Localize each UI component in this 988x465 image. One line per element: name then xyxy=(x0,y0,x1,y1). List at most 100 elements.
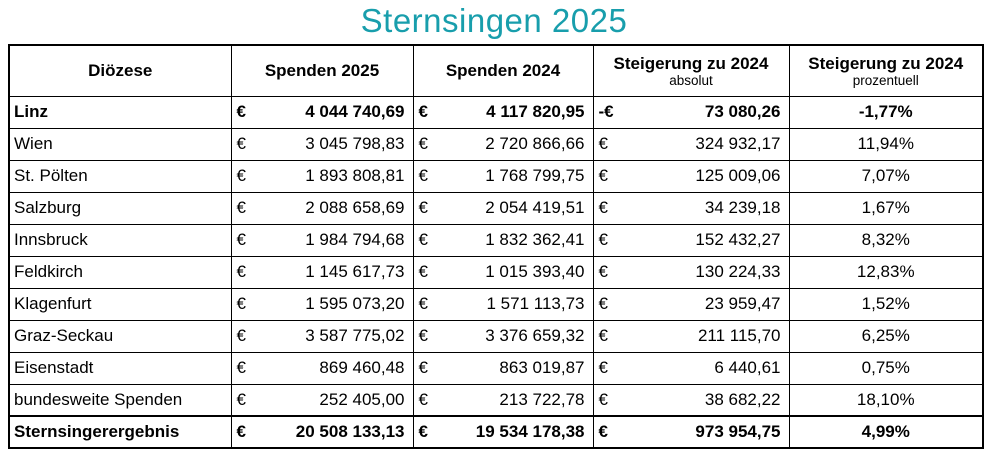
amount-value: 3 587 775,02 xyxy=(305,326,405,345)
table-row-eisenstadt: Eisenstadt €869 460,48 €863 019,87 €6 44… xyxy=(8,351,984,385)
amount-value: 6 440,61 xyxy=(714,358,781,377)
dioezese-cell: Sternsingerergebnis xyxy=(8,415,232,449)
spenden-2025-cell: €3 045 798,83 xyxy=(230,127,414,161)
steigerung-absolut-cell: €125 009,06 xyxy=(592,159,790,193)
currency-symbol: € xyxy=(418,230,428,249)
dioezese-cell: Linz xyxy=(8,95,232,129)
steigerung-prozentuell-cell: 12,83% xyxy=(788,255,984,289)
spenden-2025-cell: €1 893 808,81 xyxy=(230,159,414,193)
steigerung-absolut-cell: €130 224,33 xyxy=(592,255,790,289)
currency-symbol: € xyxy=(236,262,246,281)
currency-symbol: € xyxy=(418,294,428,313)
spenden-2025-cell: €1 145 617,73 xyxy=(230,255,414,289)
header-steigerung-prozentuell: Steigerung zu 2024 prozentuell xyxy=(788,44,984,97)
header-steigerung-absolut-main: Steigerung zu 2024 xyxy=(613,53,769,73)
spenden-2025-cell: €4 044 740,69 xyxy=(230,95,414,129)
spenden-2024-cell: €19 534 178,38 xyxy=(412,415,594,449)
header-dioezese: Diözese xyxy=(8,44,232,97)
amount-value: 19 534 178,38 xyxy=(475,422,585,441)
steigerung-prozentuell-cell: 6,25% xyxy=(788,319,984,353)
page-title: Sternsingen 2025 xyxy=(360,2,628,39)
spenden-2024-cell: €1 768 799,75 xyxy=(412,159,594,193)
spenden-2024-cell: €1 015 393,40 xyxy=(412,255,594,289)
header-spenden-2024: Spenden 2024 xyxy=(412,44,594,97)
currency-symbol: € xyxy=(598,166,608,185)
currency-symbol: € xyxy=(598,389,608,409)
dioezese-cell: Wien xyxy=(8,127,232,161)
amount-value: 2 720 866,66 xyxy=(485,134,585,153)
steigerung-absolut-cell: -€ 73 080,26 xyxy=(592,95,790,129)
dioezese-cell: Salzburg xyxy=(8,191,232,225)
amount-value: 863 019,87 xyxy=(499,358,585,377)
steigerung-absolut-cell: €38 682,22 xyxy=(592,383,790,417)
spenden-2025-cell: €1 595 073,20 xyxy=(230,287,414,321)
header-spenden-2025: Spenden 2025 xyxy=(230,44,414,97)
table-row-bundesweite-spenden: bundesweite Spenden €252 405,00 €213 722… xyxy=(8,383,984,417)
currency-symbol: € xyxy=(418,134,428,153)
dioezese-cell: Klagenfurt xyxy=(8,287,232,321)
steigerung-prozentuell-cell: -1,77% xyxy=(788,95,984,129)
currency-symbol: € xyxy=(418,389,428,409)
currency-symbol: € xyxy=(418,326,428,345)
amount-value: 4 117 820,95 xyxy=(486,102,585,121)
amount-value: 23 959,47 xyxy=(704,294,781,313)
amount-value: 130 224,33 xyxy=(695,262,781,281)
steigerung-absolut-cell: €211 115,70 xyxy=(592,319,790,353)
dioezese-cell: bundesweite Spenden xyxy=(8,383,232,417)
donations-table: Diözese Spenden 2025 Spenden 2024 Steige… xyxy=(8,44,984,449)
steigerung-absolut-cell: €973 954,75 xyxy=(592,415,790,449)
steigerung-absolut-cell: €324 932,17 xyxy=(592,127,790,161)
currency-symbol: -€ xyxy=(598,102,614,121)
currency-symbol: € xyxy=(418,102,428,121)
dioezese-cell: St. Pölten xyxy=(8,159,232,193)
steigerung-prozentuell-cell: 8,32% xyxy=(788,223,984,257)
amount-value: 20 508 133,13 xyxy=(295,422,405,441)
spenden-2024-cell: €1 571 113,73 xyxy=(412,287,594,321)
steigerung-prozentuell-cell: 11,94% xyxy=(788,127,984,161)
steigerung-prozentuell-cell: 7,07% xyxy=(788,159,984,193)
dioezese-cell: Feldkirch xyxy=(8,255,232,289)
amount-value: 1 015 393,40 xyxy=(485,262,585,281)
amount-value: 1 595 073,20 xyxy=(305,294,405,313)
currency-symbol: € xyxy=(418,262,428,281)
amount-value: 152 432,27 xyxy=(695,230,781,249)
currency-symbol: € xyxy=(236,102,246,121)
table-row-linz: Linz €4 044 740,69 €4 117 820,95 -€ 73 08… xyxy=(8,95,984,129)
spenden-2025-cell: €252 405,00 xyxy=(230,383,414,417)
currency-symbol: € xyxy=(598,262,608,281)
amount-value: 34 239,18 xyxy=(704,198,781,217)
steigerung-prozentuell-cell: 18,10% xyxy=(788,383,984,417)
spenden-2025-cell: €20 508 133,13 xyxy=(230,415,414,449)
table-row-st-poelten: St. Pölten €1 893 808,81 €1 768 799,75 €… xyxy=(8,159,984,193)
amount-value: 73 080,26 xyxy=(704,102,781,121)
table-row-salzburg: Salzburg €2 088 658,69 €2 054 419,51 €34… xyxy=(8,191,984,225)
steigerung-prozentuell-cell: 0,75% xyxy=(788,351,984,385)
spenden-2025-cell: €3 587 775,02 xyxy=(230,319,414,353)
currency-symbol: € xyxy=(236,326,246,345)
amount-value: 211 115,70 xyxy=(697,326,781,345)
dioezese-cell: Eisenstadt xyxy=(8,351,232,385)
steigerung-absolut-cell: €152 432,27 xyxy=(592,223,790,257)
header-row: Diözese Spenden 2025 Spenden 2024 Steige… xyxy=(8,44,984,97)
currency-symbol: € xyxy=(236,230,246,249)
table-row-feldkirch: Feldkirch €1 145 617,73 €1 015 393,40 €1… xyxy=(8,255,984,289)
amount-value: 3 045 798,83 xyxy=(305,134,405,153)
amount-value: 213 722,78 xyxy=(499,389,585,409)
amount-value: 1 832 362,41 xyxy=(485,230,585,249)
currency-symbol: € xyxy=(418,166,428,185)
dioezese-cell: Graz-Seckau xyxy=(8,319,232,353)
header-steigerung-prozentuell-sub: prozentuell xyxy=(852,72,919,88)
steigerung-absolut-cell: €23 959,47 xyxy=(592,287,790,321)
steigerung-prozentuell-cell: 4,99% xyxy=(788,415,984,449)
amount-value: 252 405,00 xyxy=(319,389,405,409)
spenden-2025-cell: €2 088 658,69 xyxy=(230,191,414,225)
amount-value: 38 682,22 xyxy=(704,389,781,409)
currency-symbol: € xyxy=(236,134,246,153)
table-row-innsbruck: Innsbruck €1 984 794,68 €1 832 362,41 €1… xyxy=(8,223,984,257)
steigerung-absolut-cell: €6 440,61 xyxy=(592,351,790,385)
dioezese-cell: Innsbruck xyxy=(8,223,232,257)
steigerung-prozentuell-cell: 1,52% xyxy=(788,287,984,321)
table-row-wien: Wien €3 045 798,83 €2 720 866,66 €324 93… xyxy=(8,127,984,161)
amount-value: 1 768 799,75 xyxy=(485,166,585,185)
amount-value: 2 054 419,51 xyxy=(485,198,585,217)
